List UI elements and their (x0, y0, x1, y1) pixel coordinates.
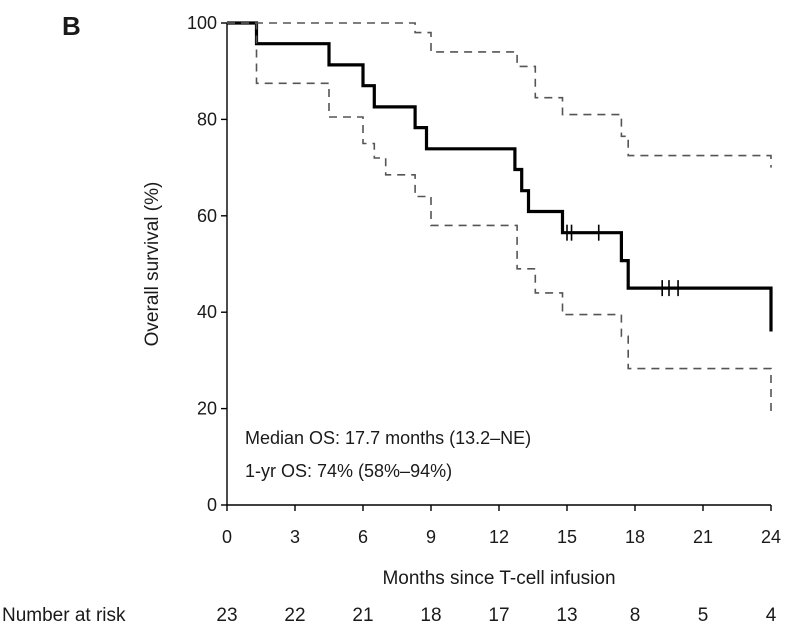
risk-table-value: 18 (420, 605, 441, 626)
risk-table-value: 13 (556, 605, 577, 626)
x-tick-label: 3 (290, 527, 300, 547)
x-tick-label: 21 (693, 527, 713, 547)
risk-table-value: 23 (216, 605, 237, 626)
y-axis-label: Overall survival (%) (142, 182, 163, 347)
x-tick-label: 18 (625, 527, 645, 547)
x-axis-label: Months since T-cell infusion (382, 568, 615, 589)
risk-table-value: 4 (766, 605, 777, 626)
x-tick-label: 24 (761, 527, 781, 547)
risk-table-value: 21 (352, 605, 373, 626)
upper-ci-line (227, 22, 772, 168)
risk-table-value: 8 (630, 605, 641, 626)
y-ticks-group: 0 20 40 60 80 100 (187, 13, 227, 515)
series-group (227, 21, 773, 414)
y-tick-label: 0 (207, 495, 217, 515)
annotation-one-year-os: 1-yr OS: 74% (58%–94%) (245, 461, 452, 481)
risk-table-label: Number at risk (2, 605, 126, 626)
x-tick-label: 12 (489, 527, 509, 547)
survival-curve-line (227, 21, 773, 332)
x-tick-label: 6 (358, 527, 368, 547)
y-tick-label: 100 (187, 13, 217, 33)
censor-marks-group (566, 224, 679, 297)
y-tick-label: 80 (197, 109, 217, 129)
x-tick-label: 9 (426, 527, 436, 547)
y-tick-label: 40 (197, 302, 217, 322)
risk-table-value: 5 (698, 605, 709, 626)
x-tick-label: 0 (222, 527, 232, 547)
lower-ci-line (227, 22, 772, 414)
panel-label: B (62, 11, 81, 41)
risk-table-values: 23 22 21 18 17 13 8 5 4 (216, 605, 776, 626)
y-tick-label: 60 (197, 206, 217, 226)
x-ticks-group: 0 3 6 9 12 15 18 21 24 (222, 505, 781, 547)
y-tick-label: 20 (197, 399, 217, 419)
x-tick-label: 15 (557, 527, 577, 547)
risk-table-value: 17 (488, 605, 509, 626)
annotation-median-os: Median OS: 17.7 months (13.2–NE) (245, 428, 531, 448)
risk-table-value: 22 (284, 605, 305, 626)
